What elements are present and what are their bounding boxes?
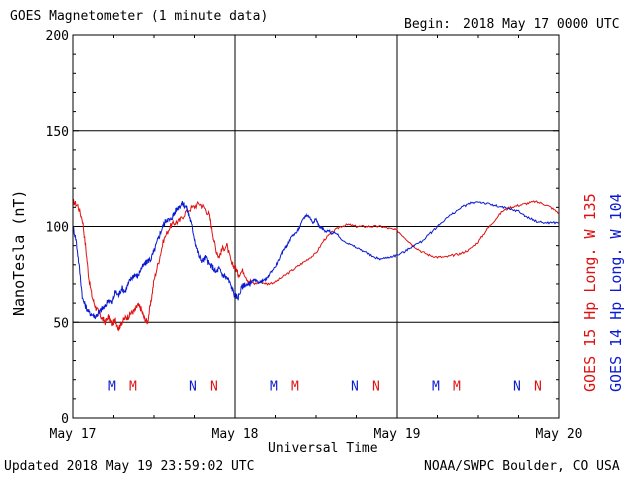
x-axis-label: Universal Time bbox=[268, 441, 378, 456]
x-tick-label: May 18 bbox=[212, 427, 259, 442]
marker-n: N bbox=[351, 379, 359, 394]
legend-goes15: GOES 15 Hp Long. W 135 bbox=[581, 193, 599, 392]
legend-goes14: GOES 14 Hp Long. W 104 bbox=[607, 193, 625, 392]
marker-n: N bbox=[372, 379, 380, 394]
x-tick-label: May 17 bbox=[50, 427, 97, 442]
marker-n: N bbox=[534, 379, 542, 394]
x-tick-label: May 20 bbox=[536, 427, 583, 442]
grid-layer bbox=[73, 35, 559, 418]
chart-title: GOES Magnetometer (1 minute data) bbox=[10, 9, 269, 24]
marker-m: M bbox=[129, 379, 137, 394]
y-tick-label: 200 bbox=[46, 29, 69, 44]
updated-timestamp: Updated 2018 May 19 23:59:02 UTC bbox=[4, 459, 255, 474]
y-tick-label: 50 bbox=[53, 316, 69, 331]
y-tick-label: 100 bbox=[46, 221, 69, 236]
tick-layer: 0 50 100 150 200 May 17 May 18 May 19 May 20 bbox=[46, 29, 583, 442]
marker-m: M bbox=[108, 379, 116, 394]
x-tick-label: May 19 bbox=[374, 427, 421, 442]
credit-line: NOAA/SWPC Boulder, CO USA bbox=[424, 459, 620, 474]
marker-n: N bbox=[513, 379, 521, 394]
marker-m: M bbox=[432, 379, 440, 394]
begin-value: 2018 May 17 0000 UTC bbox=[463, 17, 620, 32]
marker-n: N bbox=[210, 379, 218, 394]
y-tick-label: 0 bbox=[61, 412, 69, 427]
series-line-1 bbox=[72, 200, 560, 320]
marker-m: M bbox=[270, 379, 278, 394]
marker-n: N bbox=[189, 379, 197, 394]
series-layer bbox=[72, 198, 560, 332]
series-line-0 bbox=[72, 198, 560, 332]
plot-frame bbox=[72, 34, 560, 419]
y-axis-label: NanoTesla (nT) bbox=[10, 189, 28, 316]
marker-m: M bbox=[291, 379, 299, 394]
y-tick-label: 150 bbox=[46, 125, 69, 140]
marker-m: M bbox=[453, 379, 461, 394]
begin-label: Begin: bbox=[404, 17, 451, 32]
